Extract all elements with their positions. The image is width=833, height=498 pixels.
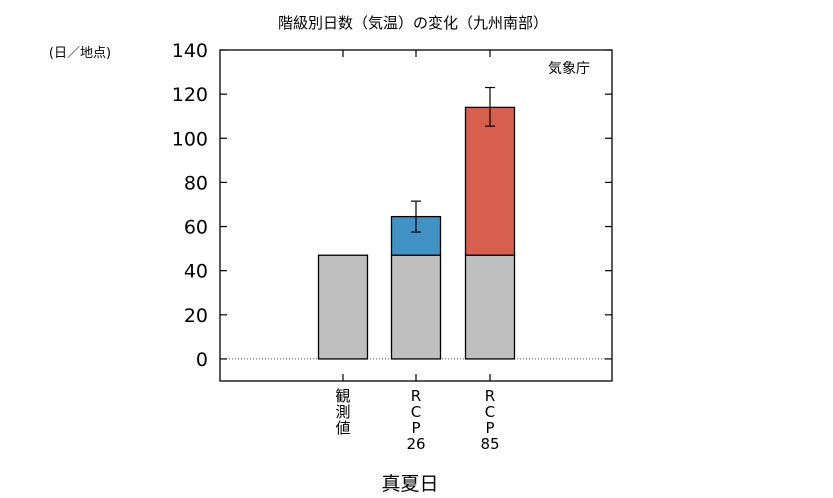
category-label-rcp85-2: P bbox=[485, 419, 494, 437]
category-label-rcp26-3: 26 bbox=[406, 435, 425, 453]
category-label-rcp26-2: P bbox=[411, 419, 420, 437]
y-tick-label-140: 140 bbox=[172, 40, 208, 62]
category-label-obs-1: 測 bbox=[335, 403, 350, 421]
y-tick-label-60: 60 bbox=[184, 217, 208, 239]
category-label-rcp85-3: 85 bbox=[480, 435, 499, 453]
category-label-rcp85-1: C bbox=[485, 403, 495, 421]
y-tick-label-0: 0 bbox=[196, 349, 208, 371]
y-tick-label-80: 80 bbox=[184, 172, 208, 194]
category-label-obs-2: 値 bbox=[335, 419, 350, 437]
y-tick-label-120: 120 bbox=[172, 84, 208, 106]
bar-base-rcp26 bbox=[390, 254, 442, 360]
category-label-rcp26-1: C bbox=[411, 403, 421, 421]
y-axis-unit-label: (日／地点) bbox=[49, 46, 111, 61]
bar-base-obs bbox=[317, 254, 369, 360]
y-tick-label-40: 40 bbox=[184, 261, 208, 283]
source-note: 気象庁 bbox=[548, 61, 590, 77]
y-tick-label-20: 20 bbox=[184, 305, 208, 327]
category-label-rcp85-0: R bbox=[485, 387, 495, 405]
bar-base-rcp85 bbox=[464, 254, 516, 360]
error-bars-layer bbox=[411, 86, 495, 233]
x-axis-label: 真夏日 bbox=[381, 473, 438, 495]
axis-layer: 0 20 40 60 80 100 120 140 bbox=[172, 40, 613, 382]
category-label-rcp26-0: R bbox=[411, 387, 421, 405]
category-label-obs-0: 観 bbox=[335, 387, 350, 405]
chart-title: 階級別日数（気温）の変化（九州南部） bbox=[278, 14, 548, 32]
y-tick-label-100: 100 bbox=[172, 128, 208, 150]
bar-increase-rcp85 bbox=[464, 106, 516, 256]
bars-layer bbox=[317, 106, 516, 360]
